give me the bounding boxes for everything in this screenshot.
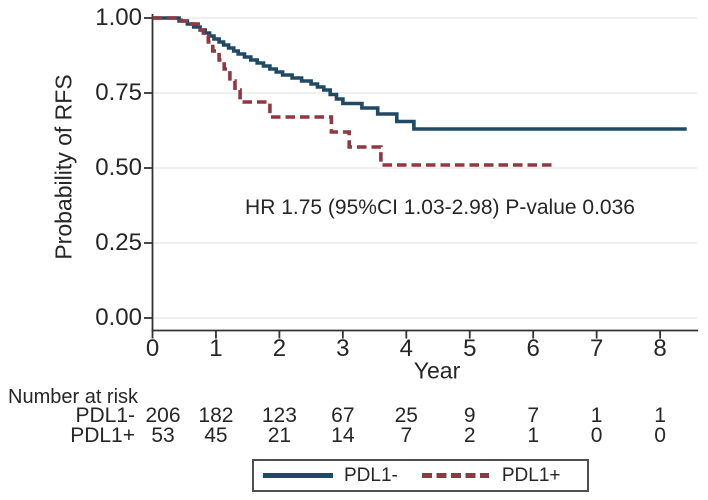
y-tick-label: 0.25	[95, 229, 142, 256]
risk-value: 0	[590, 424, 603, 447]
legend-box: PDL1- PDL1+	[252, 459, 589, 492]
x-tick-label: 1	[209, 335, 223, 362]
risk-value: 0	[654, 424, 666, 447]
risk-value: 45	[204, 424, 228, 447]
risk-value: 21	[267, 424, 292, 447]
risk-value: 182	[198, 404, 234, 427]
survival-curve-pdl1-negative	[152, 16, 687, 131]
y-tick-label: 1.00	[95, 4, 142, 31]
legend-swatch-pdl1-negative-solid-line	[263, 473, 333, 478]
risk-value: 9	[463, 404, 476, 427]
risk-value: 7	[400, 424, 413, 447]
risk-row-label-pdl1-negative: PDL1-	[75, 404, 135, 427]
y-tick-label: 0.50	[95, 154, 142, 181]
y-tick-label: 0.00	[95, 304, 142, 331]
risk-value: 7	[527, 404, 540, 427]
x-tick-label: 7	[589, 335, 604, 362]
risk-value: 1	[654, 404, 666, 427]
x-tick-label: 5	[463, 335, 477, 362]
risk-value: 123	[261, 404, 297, 427]
legend-label-pdl1-negative: PDL1-	[344, 464, 398, 486]
survival-curve-pdl1-positive	[152, 16, 553, 167]
risk-value: 1	[527, 424, 540, 447]
y-tick-label: 0.75	[95, 79, 142, 106]
number-at-risk-heading: Number at risk	[8, 386, 139, 408]
risk-value: 14	[331, 424, 355, 447]
risk-row-label-pdl1-positive: PDL1+	[70, 424, 135, 447]
risk-value: 1	[590, 404, 603, 427]
hazard-ratio-annotation: HR 1.75 (95%CI 1.03-2.98) P-value 0.036	[245, 196, 635, 219]
legend-swatch-pdl1-positive-dashed-line	[421, 473, 489, 478]
x-tick-label: 4	[399, 335, 413, 362]
risk-value: 206	[145, 404, 181, 427]
x-axis-title: Year	[413, 357, 461, 384]
x-tick-label: 6	[526, 335, 540, 362]
risk-value: 67	[331, 404, 355, 427]
risk-value: 53	[151, 424, 175, 447]
legend-label-pdl1-positive: PDL1+	[501, 464, 561, 486]
x-tick-label: 8	[653, 335, 667, 362]
risk-value: 2	[463, 424, 476, 447]
risk-value: 25	[394, 404, 418, 427]
x-tick-label: 2	[272, 335, 287, 362]
x-tick-label: 3	[336, 335, 350, 362]
x-tick-label: 0	[145, 335, 160, 362]
